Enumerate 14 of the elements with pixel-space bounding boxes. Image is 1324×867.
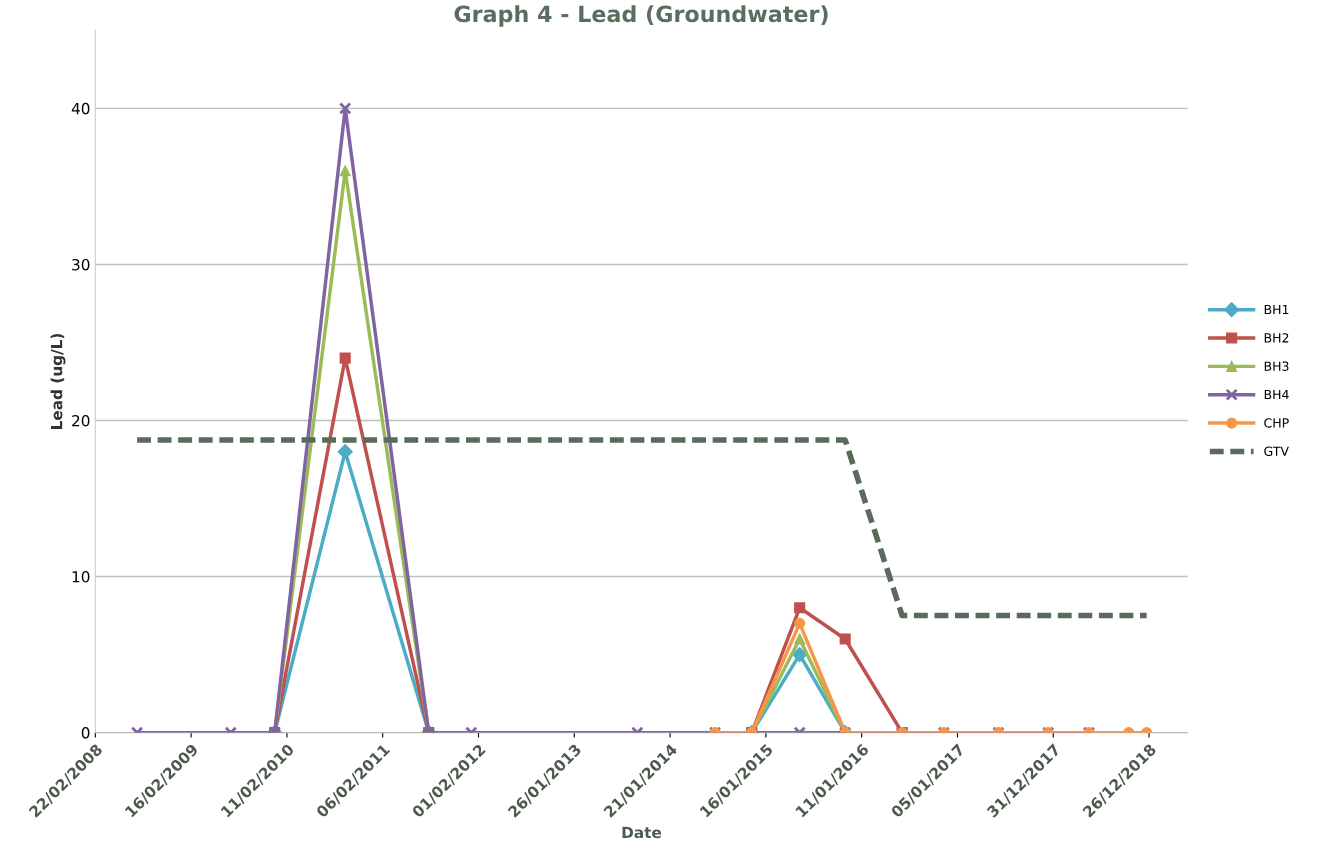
legend-label: BH1 (1264, 304, 1289, 315)
x-axis-title: Date (622, 826, 662, 839)
y-axis-title: Lead (ug/L) (50, 333, 66, 429)
y-tick-label: 0 (81, 727, 90, 739)
y-tick-label: 40 (71, 102, 90, 115)
y-tick-label: 20 (72, 414, 90, 427)
legend-label: GTV (1264, 446, 1289, 456)
legend-label: CHP (1264, 418, 1289, 428)
y-tick-label: 10 (72, 571, 90, 583)
legend-label: BH2 (1264, 333, 1289, 343)
chart-title: Graph 4 - Lead (Groundwater) (454, 5, 828, 27)
legend-label: BH4 (1264, 389, 1289, 400)
y-tick-label: 30 (72, 258, 90, 271)
legend-label: BH3 (1264, 361, 1289, 371)
